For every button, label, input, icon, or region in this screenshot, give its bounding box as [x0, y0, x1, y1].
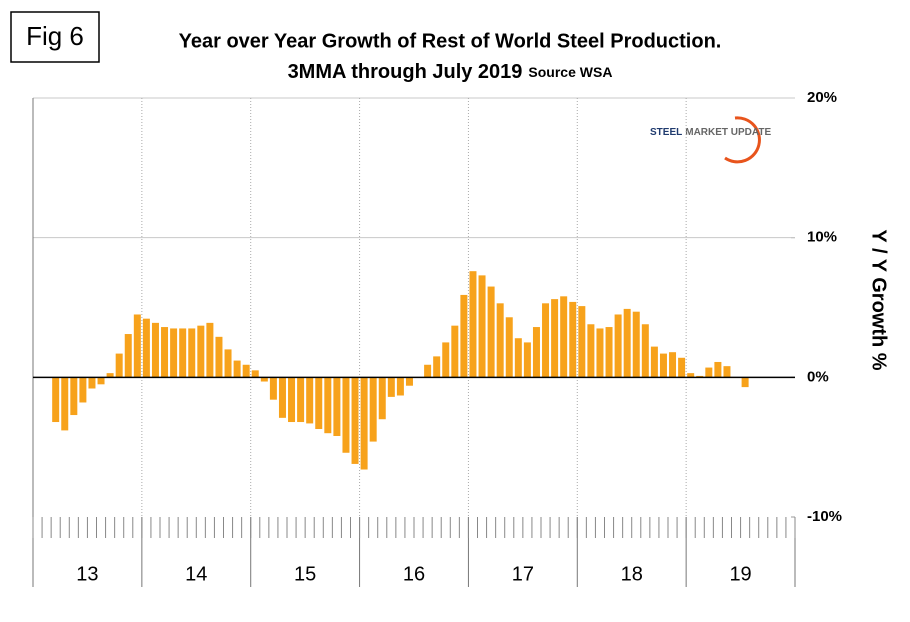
bar	[333, 377, 341, 436]
bar	[351, 377, 359, 464]
y-tick-label: 20%	[807, 89, 837, 106]
bar	[233, 360, 241, 378]
bar	[269, 377, 277, 400]
bar	[297, 377, 305, 423]
chart-subtitle: 3MMA through July 2019	[288, 61, 523, 83]
bar	[714, 361, 722, 378]
bar	[161, 327, 169, 378]
logo-secondary: MARKET UPDATE	[685, 127, 771, 138]
x-group-label: 18	[621, 563, 643, 585]
bar	[215, 336, 223, 378]
bar	[523, 342, 531, 378]
bar	[52, 377, 60, 423]
bar	[405, 377, 413, 386]
bar	[61, 377, 69, 431]
x-group-label: 15	[294, 563, 316, 585]
bar	[678, 357, 686, 378]
bar	[632, 311, 640, 378]
bar	[650, 346, 658, 378]
bar	[669, 352, 677, 378]
bar	[378, 377, 386, 420]
bar	[324, 377, 332, 434]
y-axis-label: Y / Y Growth %	[868, 229, 890, 370]
bar	[315, 377, 323, 430]
bar	[151, 322, 159, 378]
bar	[387, 377, 395, 397]
bar	[142, 318, 150, 378]
bar	[623, 308, 631, 378]
bar	[514, 338, 522, 378]
bar	[206, 322, 214, 378]
bar	[251, 370, 259, 378]
bar	[741, 377, 749, 388]
bar	[460, 294, 468, 378]
bar	[424, 364, 432, 378]
x-group-label: 14	[185, 563, 207, 585]
bar	[97, 377, 105, 385]
bar	[442, 342, 450, 378]
source-note: Source WSA	[528, 64, 612, 80]
bar	[705, 367, 713, 378]
bar	[578, 306, 586, 378]
bar	[469, 271, 477, 378]
bar	[687, 373, 695, 378]
bar	[614, 314, 622, 378]
bar	[433, 356, 441, 378]
logo-text: STEEL MARKET UPDATE	[650, 127, 771, 138]
bar	[170, 328, 178, 378]
bar	[133, 314, 141, 378]
bar	[587, 324, 595, 378]
bar	[496, 303, 504, 378]
bar	[605, 327, 613, 378]
logo-swoosh	[724, 116, 761, 164]
bar	[115, 353, 123, 378]
chart-title: Year over Year Growth of Rest of World S…	[179, 30, 722, 52]
x-group-label: 19	[729, 563, 751, 585]
bar	[278, 377, 286, 418]
bar	[641, 324, 649, 378]
y-tick-label: -10%	[807, 508, 842, 525]
x-group-label: 17	[512, 563, 534, 585]
bar	[224, 349, 232, 378]
subtitle-line: 3MMA through July 2019 Source WSA	[288, 61, 613, 83]
y-tick-label: 0%	[807, 368, 829, 385]
bar	[451, 325, 459, 378]
bar	[188, 328, 196, 378]
figure-label: Fig 6	[26, 21, 84, 51]
bar	[560, 296, 568, 378]
bar	[369, 377, 377, 442]
bar	[288, 377, 296, 423]
x-group-label: 16	[403, 563, 425, 585]
bar	[478, 275, 486, 378]
bar	[551, 299, 559, 378]
bar	[569, 301, 577, 378]
y-tick-label: 10%	[807, 229, 837, 246]
bar	[487, 286, 495, 378]
bar	[396, 377, 404, 396]
bar	[179, 328, 187, 378]
bar	[70, 377, 78, 416]
bar	[505, 317, 513, 378]
bar	[106, 373, 114, 378]
bar	[532, 327, 540, 378]
logo: STEEL MARKET UPDATE	[650, 116, 771, 164]
figure-label-box	[10, 11, 100, 63]
bar	[723, 366, 731, 378]
bar	[79, 377, 87, 403]
bar	[542, 303, 550, 378]
bar	[306, 377, 314, 424]
bar	[260, 377, 268, 382]
x-group-label: 13	[76, 563, 98, 585]
bar	[659, 353, 667, 378]
bar	[88, 377, 96, 389]
bar	[124, 334, 132, 378]
logo-primary: STEEL	[650, 127, 682, 138]
bar	[242, 364, 250, 378]
bar	[596, 328, 604, 378]
bar	[197, 325, 205, 378]
bar	[342, 377, 350, 453]
bar	[360, 377, 368, 470]
